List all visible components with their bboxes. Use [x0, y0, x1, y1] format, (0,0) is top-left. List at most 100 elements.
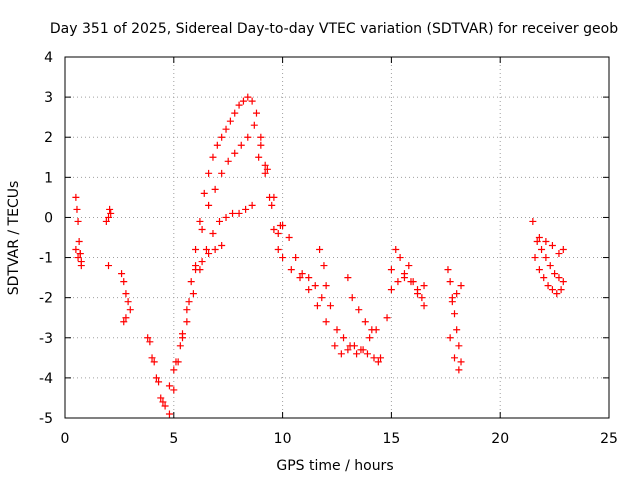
data-point — [122, 314, 130, 322]
x-tick-label: 5 — [169, 431, 178, 447]
series-track-f — [146, 121, 284, 406]
data-point — [559, 278, 567, 286]
data-point — [357, 346, 365, 354]
data-point — [368, 326, 376, 334]
y-tick-label: 1 — [44, 170, 53, 186]
y-tick-label: 4 — [44, 50, 53, 66]
data-point — [366, 334, 374, 342]
data-point — [350, 342, 358, 350]
data-point — [192, 266, 200, 274]
y-axis-ticks: -5 -4 -3 -2 -1 0 1 2 3 4 — [39, 50, 609, 427]
series-track-o — [444, 266, 465, 374]
chart-title: Day 351 of 2025, Sidereal Day-to-day VTE… — [50, 21, 618, 37]
x-tick-label: 15 — [382, 431, 400, 447]
data-point — [183, 306, 191, 314]
series-track-d — [118, 270, 134, 326]
data-point — [126, 306, 134, 314]
data-point — [279, 254, 287, 262]
gridlines — [65, 57, 609, 418]
series-track-h — [192, 242, 226, 274]
data-point — [344, 346, 352, 354]
series-track-b — [72, 246, 85, 266]
data-point — [444, 266, 452, 274]
x-tick-label: 0 — [61, 431, 70, 447]
y-tick-label: -5 — [39, 411, 53, 427]
data-point — [374, 358, 382, 366]
data-point — [218, 242, 226, 250]
data-point — [318, 294, 326, 302]
series-track-k — [331, 342, 382, 366]
data-point — [457, 282, 465, 290]
data-point — [394, 278, 402, 286]
series-track-g — [170, 153, 282, 374]
data-point — [533, 238, 541, 246]
data-point — [353, 350, 361, 358]
data-point — [542, 254, 550, 262]
data-point — [344, 274, 352, 282]
data-point — [305, 286, 313, 294]
data-point — [420, 282, 428, 290]
data-point — [377, 354, 385, 362]
data-point — [250, 121, 258, 129]
data-point — [205, 169, 213, 177]
data-point — [535, 234, 543, 241]
data-point — [257, 141, 265, 149]
data-point — [326, 302, 334, 310]
data-point — [535, 266, 543, 274]
data-point — [363, 350, 371, 358]
data-point — [392, 246, 400, 254]
data-point — [192, 246, 200, 254]
data-point — [274, 246, 282, 254]
data-point — [74, 217, 82, 225]
data-point — [257, 133, 265, 141]
x-tick-label: 10 — [274, 431, 292, 447]
data-point — [542, 238, 550, 246]
data-point — [418, 294, 426, 302]
series-track-l — [344, 274, 376, 334]
data-point — [270, 225, 278, 233]
data-point — [270, 193, 278, 201]
data-point — [555, 250, 563, 258]
data-point — [146, 338, 154, 346]
data-point — [218, 133, 226, 141]
data-point — [453, 326, 461, 334]
data-point — [546, 262, 554, 270]
data-point — [387, 286, 395, 294]
series-track-s — [535, 234, 567, 258]
series-track-n — [387, 270, 428, 298]
data-point — [120, 278, 128, 286]
data-point — [209, 153, 217, 161]
data-point — [553, 290, 561, 298]
data-point — [148, 354, 156, 362]
data-point — [144, 334, 152, 342]
series-track-r — [531, 254, 565, 298]
data-point — [211, 246, 219, 254]
series-track-e — [144, 93, 287, 418]
data-point — [196, 217, 204, 225]
data-point — [222, 213, 230, 221]
data-point — [446, 278, 454, 286]
data-point — [279, 221, 287, 229]
data-point — [322, 282, 330, 290]
data-point — [305, 274, 313, 282]
data-point — [124, 298, 132, 306]
data-point — [313, 302, 321, 310]
data-point — [420, 302, 428, 310]
data-point — [320, 262, 328, 270]
data-point — [244, 133, 252, 141]
data-point — [165, 410, 173, 418]
series-track-i — [279, 221, 330, 326]
data-point — [218, 169, 226, 177]
data-point — [176, 342, 184, 350]
series-track-j — [316, 246, 385, 362]
y-tick-label: 3 — [44, 90, 53, 106]
data-point — [75, 238, 83, 246]
x-axis-label: GPS time / hours — [276, 458, 393, 474]
data-point — [122, 290, 130, 298]
data-point — [333, 326, 341, 334]
data-point — [453, 290, 461, 298]
data-point — [311, 282, 319, 290]
data-point — [76, 250, 84, 258]
data-point — [200, 189, 208, 197]
data-point — [198, 225, 206, 233]
